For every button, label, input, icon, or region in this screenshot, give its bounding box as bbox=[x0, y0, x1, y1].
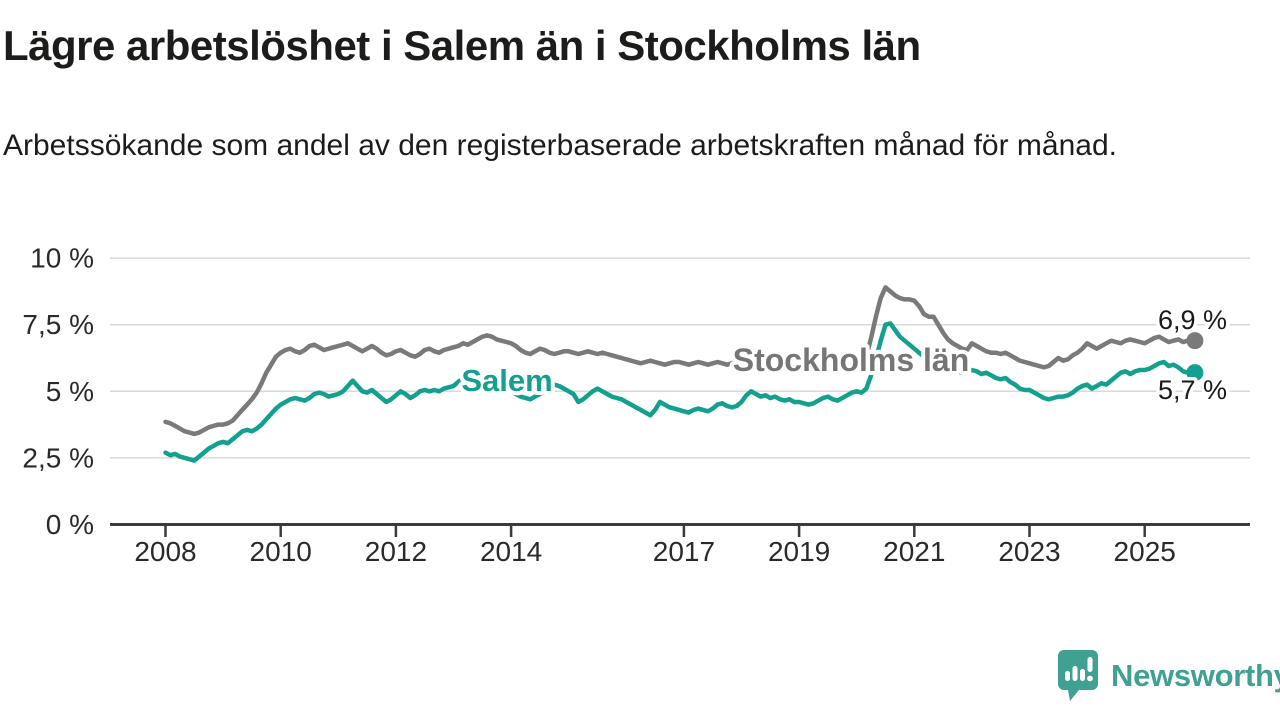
y-tick-label: 10 % bbox=[30, 243, 94, 274]
y-tick-label: 5 % bbox=[46, 376, 94, 407]
x-tick-label: 2010 bbox=[250, 536, 312, 567]
logo-bar-2 bbox=[1072, 666, 1078, 681]
logo-bar-1 bbox=[1065, 671, 1070, 681]
x-tick-label: 2023 bbox=[998, 536, 1060, 567]
logo-bar-3 bbox=[1080, 669, 1085, 681]
x-tick-label: 2017 bbox=[653, 536, 715, 567]
series-label-stockholms-l-n: Stockholms län bbox=[733, 342, 970, 378]
newsworthy-logo-text: Newsworthy bbox=[1111, 657, 1280, 693]
end-value-label-stockholms-l-n: 6,9 % bbox=[1158, 305, 1227, 335]
x-tick-label: 2008 bbox=[134, 536, 196, 567]
y-tick-label: 7,5 % bbox=[22, 309, 94, 340]
end-dot-salem bbox=[1186, 364, 1204, 382]
newsworthy-branding: Newsworthy bbox=[1056, 648, 1280, 703]
y-tick-label: 2,5 % bbox=[22, 442, 94, 473]
chart-subtitle: Arbetssökande som andel av den registerb… bbox=[3, 129, 1117, 162]
y-tick-label: 0 % bbox=[46, 509, 94, 540]
x-tick-label: 2021 bbox=[883, 536, 945, 567]
x-tick-label: 2025 bbox=[1114, 536, 1176, 567]
series-label-salem: Salem bbox=[461, 363, 552, 398]
series-line-stockholms-l-n bbox=[163, 285, 1191, 437]
x-tick-label: 2012 bbox=[365, 536, 427, 567]
end-dot-stockholms-l-n bbox=[1186, 332, 1204, 350]
x-tick-label: 2014 bbox=[480, 536, 542, 567]
newsworthy-logo-icon bbox=[1058, 650, 1098, 701]
series-line-salem bbox=[163, 321, 1191, 463]
chart-title: Lägre arbetslöshet i Salem än i Stockhol… bbox=[3, 22, 921, 69]
logo-exclamation-dot bbox=[1087, 675, 1093, 682]
logo-exclamation-bar bbox=[1087, 657, 1093, 672]
line-chart: 0 % 2,5 % 5 % 7,5 % 10 % 2008 2010 2012 2014 2017… bbox=[22, 243, 1250, 567]
logo-bubble bbox=[1058, 650, 1098, 701]
x-tick-label: 2019 bbox=[768, 536, 830, 567]
end-value-label-salem: 5,7 % bbox=[1158, 375, 1227, 405]
